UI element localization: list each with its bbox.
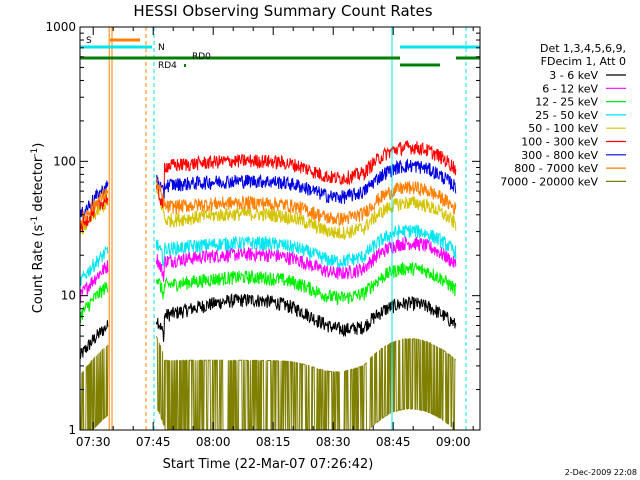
y-axis-label: Count Rate (s-1 detector-1) — [30, 143, 46, 314]
series-line — [79, 293, 457, 360]
series-line — [79, 262, 457, 324]
legend-label: 6 - 12 keV — [542, 82, 598, 95]
footer-date: 2-Dec-2009 22:08 — [565, 468, 637, 477]
y-label-end: ) — [31, 143, 46, 148]
y-tick-label: 1 — [68, 423, 76, 437]
x-tick-label: 08:30 — [316, 435, 351, 449]
flag-label: N — [158, 43, 165, 53]
y-label-sup1: -1 — [30, 216, 40, 225]
series-layer — [79, 139, 457, 431]
legend-label: 800 - 7000 keV — [514, 162, 598, 175]
y-tick-label: 100 — [53, 154, 76, 168]
plot-frame — [79, 26, 481, 431]
x-tick-label: 08:45 — [376, 435, 411, 449]
legend-label: 300 - 800 keV — [521, 149, 598, 162]
x-axis-label: Start Time (22-Mar-07 07:26:42) — [163, 457, 374, 472]
series-line — [79, 139, 457, 234]
series-25-50-kev — [79, 224, 457, 286]
series-100-300-kev — [79, 139, 457, 234]
legend: Det 1,3,4,5,6,9, FDecim 1, Att 0 3 - 6 k… — [500, 42, 626, 188]
legend-label: 25 - 50 keV — [535, 109, 598, 122]
x-tick-label: 08:00 — [196, 435, 231, 449]
legend-header-line2: FDecim 1, Att 0 — [541, 55, 626, 68]
series-3-6-kev — [79, 293, 457, 360]
y-label-main: Count Rate (s — [31, 225, 46, 314]
y-label-sup2: -1 — [30, 148, 40, 157]
x-tick-label: 07:30 — [76, 435, 111, 449]
y-tick-label: 10 — [61, 289, 76, 303]
series-line — [79, 336, 457, 431]
series-7000-20000-kev — [79, 336, 457, 431]
flag-label: RD0 — [192, 52, 211, 62]
x-tick-label: 09:00 — [436, 435, 471, 449]
y-label-mid: detector — [31, 156, 46, 216]
chart-title: HESSI Observing Summary Count Rates — [133, 2, 432, 20]
legend-label: 7000 - 20000 keV — [500, 175, 598, 188]
flag-mark-rd4 — [184, 64, 186, 67]
legend-label: 3 - 6 keV — [549, 69, 598, 82]
x-tick-label: 07:45 — [136, 435, 171, 449]
series-12-25-kev — [79, 262, 457, 324]
legend-label: 50 - 100 keV — [528, 122, 598, 135]
series-line — [79, 177, 457, 228]
flag-label: S — [86, 36, 92, 46]
series-6-12-kev — [79, 235, 457, 304]
y-tick-label: 1000 — [45, 20, 76, 34]
legend-header-line1: Det 1,3,4,5,6,9, — [540, 42, 626, 55]
series-line — [79, 235, 457, 304]
series-800-7000-kev — [79, 177, 457, 228]
series-line — [79, 224, 457, 286]
legend-label: 12 - 25 keV — [535, 96, 598, 109]
flag-label: RD4 — [158, 61, 177, 71]
axes-layer: 1 10 100 1000 07:30 07:45 08:00 08:15 08:30 08:45… — [45, 20, 481, 449]
legend-label: 100 - 300 keV — [521, 136, 598, 149]
x-tick-label: 08:15 — [256, 435, 291, 449]
